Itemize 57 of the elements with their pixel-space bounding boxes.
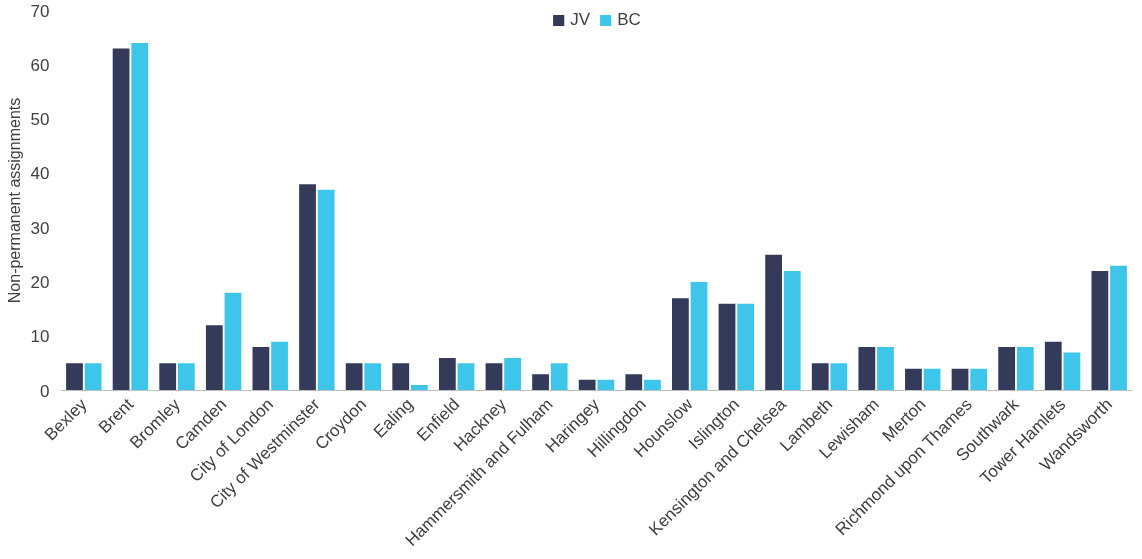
y-tick-label: 70 xyxy=(30,1,50,21)
bar xyxy=(364,363,382,391)
bar xyxy=(1044,341,1062,391)
bar xyxy=(644,379,661,391)
bar xyxy=(998,347,1016,391)
y-tick-label: 40 xyxy=(30,164,50,184)
bar xyxy=(66,363,83,391)
bar xyxy=(765,254,782,391)
bar xyxy=(345,363,363,391)
y-axis-title: Non-permanent assignments xyxy=(5,97,23,304)
bar xyxy=(625,374,643,391)
bar xyxy=(672,298,689,391)
y-tick-label: 30 xyxy=(30,218,50,238)
bar xyxy=(224,292,242,391)
bar xyxy=(970,368,988,391)
bar xyxy=(550,363,568,391)
bar xyxy=(718,303,736,391)
bar xyxy=(84,363,102,391)
bar xyxy=(205,325,223,391)
bar xyxy=(1091,271,1109,391)
bar xyxy=(877,347,894,391)
bar xyxy=(830,363,848,391)
bar xyxy=(532,374,549,391)
bar xyxy=(457,363,475,391)
y-tick-label: 50 xyxy=(30,110,50,130)
bar xyxy=(392,363,410,391)
bar xyxy=(252,347,270,391)
bar xyxy=(112,48,130,391)
y-tick-label: 20 xyxy=(30,272,50,292)
bar xyxy=(737,303,755,391)
bar xyxy=(578,379,596,391)
bar xyxy=(438,357,456,391)
bar xyxy=(858,347,876,391)
y-tick-label: 60 xyxy=(30,55,50,75)
bar xyxy=(951,368,969,391)
bar xyxy=(299,184,316,391)
bar xyxy=(783,271,801,391)
bar xyxy=(905,368,922,391)
bar xyxy=(271,341,288,391)
bar xyxy=(411,385,428,391)
bar xyxy=(923,368,941,391)
bar xyxy=(597,379,615,391)
bar xyxy=(317,189,335,391)
bar xyxy=(1063,352,1081,391)
bar xyxy=(159,363,177,391)
y-tick-label: 10 xyxy=(30,327,50,347)
bar xyxy=(485,363,503,391)
legend-label: JV xyxy=(570,10,591,30)
bar xyxy=(504,357,521,391)
legend-label: BC xyxy=(617,10,641,30)
y-tick-label: 0 xyxy=(40,381,50,401)
bar xyxy=(811,363,829,391)
bar xyxy=(1016,347,1034,391)
bar xyxy=(690,281,708,391)
bar xyxy=(177,363,195,391)
bar xyxy=(131,43,149,391)
bar xyxy=(1110,265,1127,391)
